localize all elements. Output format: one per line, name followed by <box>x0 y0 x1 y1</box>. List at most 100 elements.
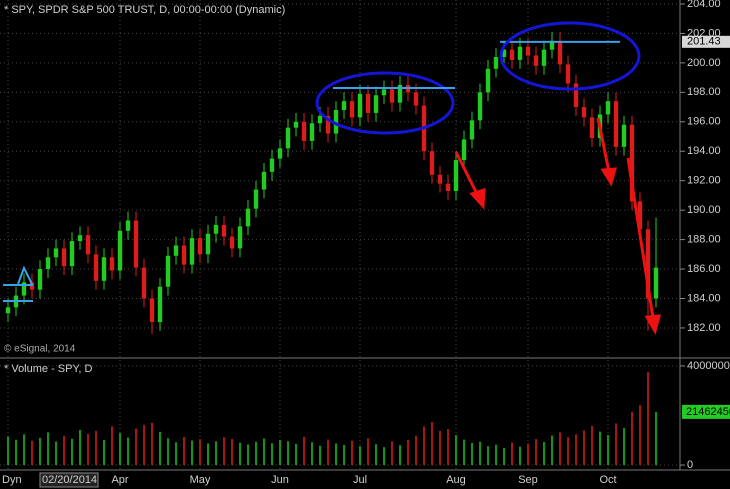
candle-body <box>213 224 219 234</box>
candle-body <box>309 123 315 141</box>
volume-bar <box>87 434 90 466</box>
candle-body <box>37 269 43 290</box>
volume-bar <box>575 434 578 466</box>
volume-bar <box>535 439 538 466</box>
x-tick-label: May <box>190 474 211 486</box>
candle-body <box>613 101 619 147</box>
volume-bar <box>191 440 194 466</box>
candle-body <box>109 257 115 271</box>
candle-body <box>53 248 59 258</box>
candle-body <box>285 127 291 149</box>
x-tick-label: Jul <box>353 474 367 486</box>
candle-body <box>253 189 259 209</box>
volume-bar <box>631 411 634 466</box>
candle-body <box>133 220 139 268</box>
volume-bar <box>151 422 154 466</box>
y-tick-label: 204.00 <box>687 0 721 10</box>
volume-bar <box>455 435 458 466</box>
x-tick-label: Oct <box>599 474 616 486</box>
volume-bar <box>159 431 162 466</box>
volume-bar <box>7 436 10 466</box>
volume-bar <box>655 411 658 466</box>
candle-body <box>173 245 179 256</box>
volume-bar <box>239 442 242 466</box>
volume-bar <box>375 444 378 466</box>
candle-body <box>565 64 571 84</box>
volume-bar <box>247 444 250 466</box>
candle-body <box>549 40 555 50</box>
candle-body <box>605 101 611 115</box>
volume-bar <box>143 424 146 466</box>
volume-bar <box>119 433 122 466</box>
volume-bar <box>327 439 330 466</box>
candle-body <box>149 298 155 323</box>
volume-bar <box>423 426 426 466</box>
trend-line <box>17 265 33 285</box>
candle-body <box>581 107 587 118</box>
volume-bar <box>135 428 138 466</box>
candle-body <box>373 95 379 113</box>
y-tick-label: 188.00 <box>687 234 721 246</box>
volume-bar <box>103 440 106 466</box>
volume-bar <box>55 441 58 466</box>
chart-title: * SPY, SPDR S&P 500 TRUST, D, 00:00-00:0… <box>4 4 285 16</box>
volume-bar <box>271 443 274 466</box>
candle-body <box>5 307 11 314</box>
candle-body <box>77 235 83 242</box>
candle-body <box>477 92 483 121</box>
volume-bar <box>295 443 298 466</box>
candle-body <box>413 92 419 106</box>
volume-bar <box>23 434 26 466</box>
volume-bar <box>71 438 74 466</box>
candle-body <box>533 55 539 66</box>
candle-body <box>333 110 339 134</box>
volume-bar <box>95 430 98 466</box>
volume-bar <box>263 438 266 466</box>
candle-body <box>629 124 635 202</box>
candle-body <box>293 121 299 128</box>
volume-bar <box>495 444 498 466</box>
candle-body <box>509 49 515 60</box>
candle-body <box>165 255 171 287</box>
volume-bar <box>463 439 466 466</box>
candle-body <box>349 101 355 118</box>
candle-body <box>621 124 627 147</box>
candle-body <box>485 68 491 93</box>
volume-bar <box>439 430 442 466</box>
volume-bar <box>487 446 490 466</box>
volume-bar <box>503 447 506 466</box>
candle-body <box>357 93 363 118</box>
volume-bar <box>607 435 610 466</box>
volume-bar <box>183 437 186 466</box>
volume-bar <box>567 437 570 466</box>
volume-bar <box>519 446 522 466</box>
volume-bar <box>343 444 346 466</box>
candle-body <box>501 49 507 57</box>
x-tick-label: Jun <box>271 474 289 486</box>
candle-body <box>197 238 203 255</box>
volume-bar <box>63 435 66 466</box>
candle-body <box>397 84 403 103</box>
volume-bar <box>199 439 202 466</box>
y-tick-label: 4000000000 <box>687 360 730 372</box>
x-tick-label: 02/20/2014 <box>42 474 97 486</box>
candle-body <box>325 115 331 134</box>
volume-bar <box>303 436 306 466</box>
volume-bar <box>15 439 18 466</box>
candle-body <box>221 224 227 237</box>
volume-bar <box>639 405 642 466</box>
volume-bar <box>223 437 226 466</box>
candle-body <box>21 282 27 296</box>
candle-body <box>517 46 523 60</box>
last-volume-label: 2146245000 <box>686 406 730 418</box>
volume-bar <box>471 442 474 466</box>
last-volume-tag <box>682 404 730 419</box>
candle-body <box>45 257 51 270</box>
x-tick-label: Sep <box>518 474 538 486</box>
ellipse <box>499 21 641 91</box>
volume-bar <box>447 429 450 466</box>
candle-body <box>437 174 443 184</box>
volume-bar <box>351 440 354 466</box>
volume-bar <box>551 435 554 466</box>
volume-bar <box>399 445 402 466</box>
